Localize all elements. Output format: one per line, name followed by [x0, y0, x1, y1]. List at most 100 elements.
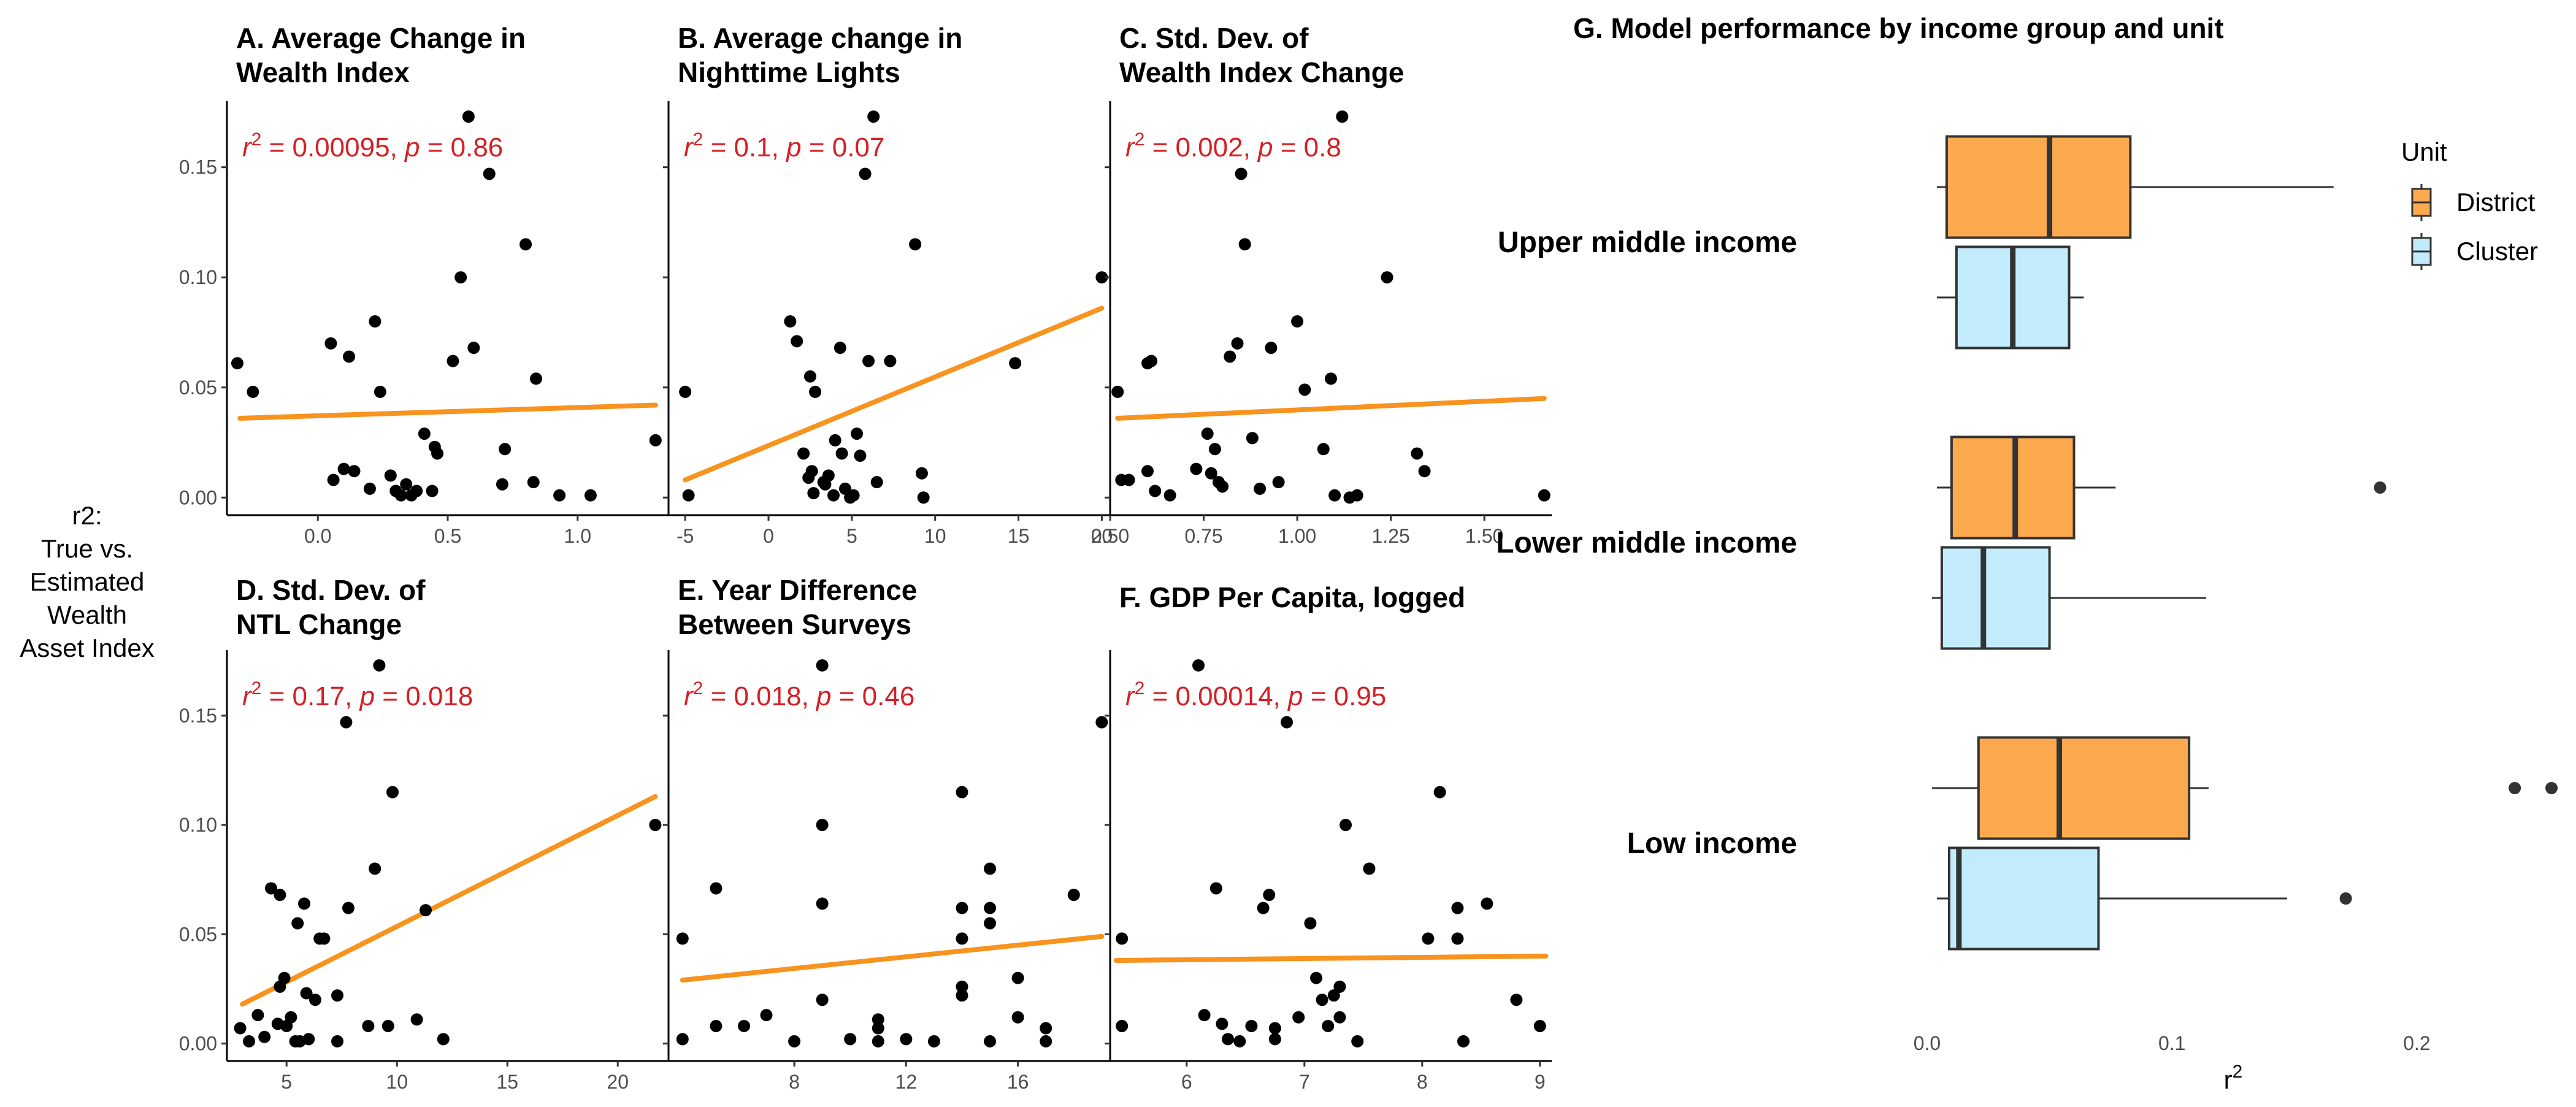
- data-point: [1231, 337, 1244, 350]
- data-point: [917, 491, 930, 504]
- data-point: [1363, 862, 1376, 875]
- x-tick-label: 20: [607, 1071, 629, 1093]
- data-point: [553, 489, 566, 502]
- data-point: [1201, 427, 1214, 440]
- data-point: [278, 971, 291, 984]
- panel-title: F. GDP Per Capita, logged: [1119, 581, 1465, 613]
- data-point: [584, 489, 597, 502]
- x-axis-label: r2: [2224, 1062, 2243, 1094]
- y-tick-label: 0.10: [179, 814, 217, 836]
- stat-annotation: r2 = 0.00095, p = 0.86: [242, 129, 503, 163]
- data-point: [1451, 902, 1464, 914]
- data-point: [900, 1033, 913, 1046]
- data-point: [1198, 1009, 1211, 1022]
- x-tick-label: 1.25: [1371, 525, 1409, 547]
- data-point: [342, 902, 355, 914]
- x-tick-label: 0.75: [1184, 525, 1222, 547]
- x-tick-label: 1.0: [564, 525, 591, 547]
- data-point: [426, 485, 439, 497]
- data-point: [884, 354, 897, 367]
- data-point: [437, 1033, 450, 1046]
- data-point: [1272, 476, 1285, 489]
- data-point: [1304, 917, 1317, 930]
- legend-title: Unit: [2401, 137, 2447, 166]
- data-point: [394, 489, 407, 502]
- data-point: [418, 427, 431, 440]
- data-point: [791, 335, 803, 348]
- data-point: [1533, 1019, 1546, 1032]
- data-point: [1122, 473, 1135, 486]
- data-point: [1333, 980, 1346, 993]
- fit-line: [240, 794, 658, 1007]
- data-point: [318, 932, 331, 945]
- x-tick-label: 8: [789, 1071, 800, 1093]
- data-point: [1257, 902, 1270, 914]
- data-point: [1216, 1017, 1229, 1030]
- x-tick-label: 1.50: [1465, 525, 1503, 547]
- data-point: [1291, 315, 1304, 328]
- data-point: [400, 478, 413, 491]
- data-point: [1141, 465, 1154, 478]
- x-tick-label: 10: [386, 1071, 408, 1093]
- data-point: [327, 473, 340, 486]
- data-point: [984, 862, 997, 875]
- fit-line: [237, 402, 658, 421]
- x-tick-label: 8: [1417, 1071, 1428, 1093]
- data-point: [1316, 994, 1328, 1006]
- data-point: [835, 447, 848, 460]
- panel-title: G. Model performance by income group and…: [1573, 12, 2224, 44]
- y-tick-label: 0.15: [179, 705, 217, 727]
- data-point: [1216, 480, 1229, 493]
- y-tick-label: 0.05: [179, 377, 217, 399]
- data-point: [738, 1019, 751, 1032]
- category-label: Lower middle income: [1496, 527, 1797, 559]
- data-point: [519, 238, 532, 251]
- data-point: [816, 659, 829, 672]
- x-tick-label: 0: [763, 525, 774, 547]
- data-point: [1422, 932, 1435, 945]
- data-point: [340, 716, 353, 729]
- x-tick-label: 1.00: [1278, 525, 1316, 547]
- data-point: [324, 337, 337, 350]
- data-point: [467, 342, 480, 354]
- data-point: [909, 238, 922, 251]
- data-point: [1116, 932, 1129, 945]
- panel-title: D. Std. Dev. of: [236, 574, 426, 606]
- x-tick-label: 6: [1181, 1071, 1192, 1093]
- x-tick-label: 5: [846, 525, 857, 547]
- y-tick-label: 0.15: [179, 156, 217, 178]
- data-point: [251, 1009, 264, 1022]
- data-point: [410, 1013, 423, 1026]
- data-point: [760, 1009, 773, 1022]
- data-point: [847, 489, 860, 502]
- data-point: [1263, 889, 1276, 902]
- data-point: [649, 434, 662, 446]
- y-axis-label-line: Asset Index: [20, 634, 154, 662]
- data-point: [1011, 971, 1024, 984]
- x-tick-label: 0.2: [2403, 1032, 2430, 1054]
- outlier-point: [2339, 892, 2352, 905]
- data-point: [867, 110, 880, 123]
- x-tick-label: 20: [1091, 525, 1113, 547]
- data-point: [1351, 489, 1363, 502]
- data-point: [956, 932, 968, 945]
- data-point: [676, 1033, 689, 1046]
- x-tick-label: 0.5: [434, 525, 461, 547]
- stat-annotation: r2 = 0.1, p = 0.07: [684, 129, 884, 163]
- data-point: [369, 862, 381, 875]
- data-point: [1009, 357, 1022, 370]
- data-point: [859, 167, 872, 180]
- data-point: [851, 427, 864, 440]
- data-point: [1298, 383, 1311, 396]
- category-label: Upper middle income: [1498, 226, 1797, 259]
- data-point: [1336, 110, 1349, 123]
- legend: Unit District Cluster: [2401, 137, 2538, 270]
- data-point: [337, 462, 350, 475]
- outlier-point: [2509, 782, 2521, 794]
